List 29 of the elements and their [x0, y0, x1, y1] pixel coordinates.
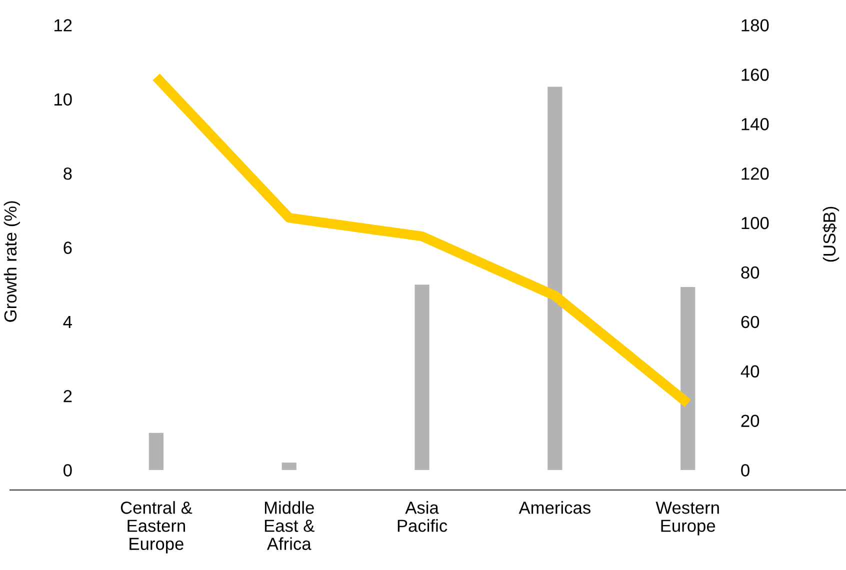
y2-tick-label: 20 — [741, 414, 760, 427]
bar — [282, 462, 296, 470]
y2-tick-label: 0 — [741, 464, 750, 476]
y2-tick-label: 180 — [742, 19, 769, 32]
y2-tick-label: 40 — [740, 365, 760, 378]
x-tick-label: Americas — [518, 501, 590, 514]
x-tick-label: Central & Eastern Europe — [120, 501, 192, 554]
y2-tick-label: 140 — [742, 118, 769, 130]
bar — [148, 432, 164, 470]
bar — [680, 287, 696, 470]
bar — [548, 86, 562, 470]
y-axis-title: Growth rate (%) — [4, 201, 20, 322]
y2-tick-label: 80 — [741, 266, 760, 279]
x-tick-label: Middle East & Africa — [264, 501, 314, 550]
x-tick-label: Asia Pacific — [398, 501, 448, 532]
y-tick-label: 4 — [63, 316, 72, 328]
bar — [414, 284, 430, 470]
y-tick-label: 8 — [64, 167, 72, 180]
y2-tick-label: 160 — [742, 68, 769, 81]
y2-tick-label: 120 — [742, 167, 769, 180]
y-tick-label: 0 — [64, 464, 72, 476]
y2-tick-label: 100 — [742, 216, 769, 230]
y-tick-label: 2 — [64, 390, 72, 402]
x-tick-label: Western Europe — [656, 502, 719, 536]
y-tick-label: 6 — [64, 242, 72, 254]
y2-axis-title: (US$B) — [822, 206, 840, 262]
y2-tick-label: 60 — [741, 316, 760, 328]
y-tick-label: 12 — [54, 19, 72, 32]
y-tick-label: 10 — [54, 93, 72, 106]
